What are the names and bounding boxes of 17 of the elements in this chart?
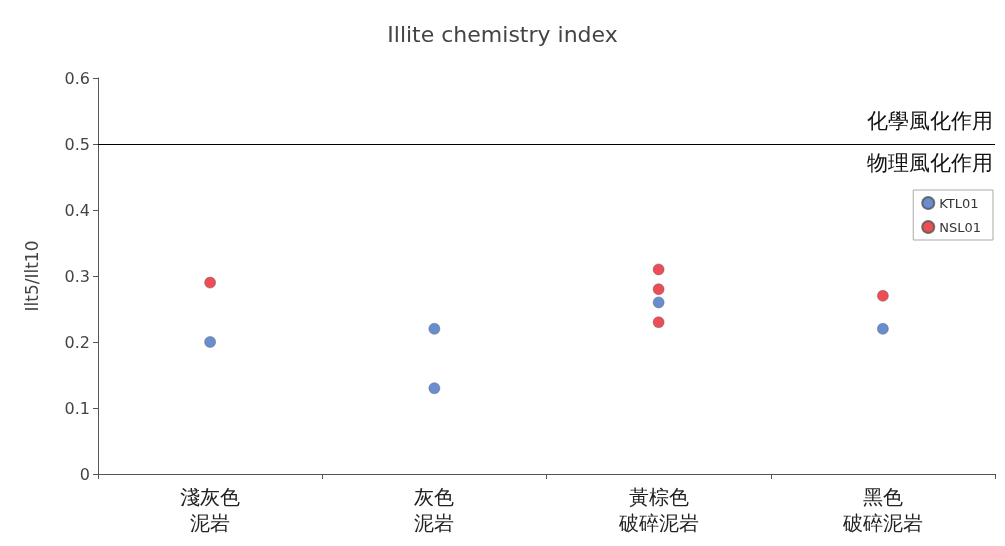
x-tick-label: 黃棕色破碎泥岩	[617, 485, 699, 535]
x-tick-label: 黑色破碎泥岩	[841, 485, 923, 535]
y-tick-label: 0.1	[64, 398, 90, 418]
chart-title: Illite chemistry index	[387, 21, 618, 47]
x-tick-label: 灰色泥岩	[414, 485, 455, 535]
annotation: 化學風化作用	[867, 109, 993, 132]
legend-label: KTL01	[939, 195, 979, 211]
y-tick-label: 0.5	[64, 134, 90, 154]
y-tick-label: 0.6	[64, 68, 90, 88]
legend-label: NSL01	[939, 219, 981, 235]
y-tick-label: 0.3	[64, 266, 90, 286]
y-tick-label: 0	[79, 464, 90, 484]
y-tick-label: 0.4	[64, 200, 90, 220]
x-tick-label: 淺灰色泥岩	[180, 485, 241, 535]
annotation: 物理風化作用	[867, 151, 993, 174]
y-tick-label: 0.2	[64, 332, 90, 352]
y-axis-title: Ilt5/Ilt10	[21, 240, 42, 312]
